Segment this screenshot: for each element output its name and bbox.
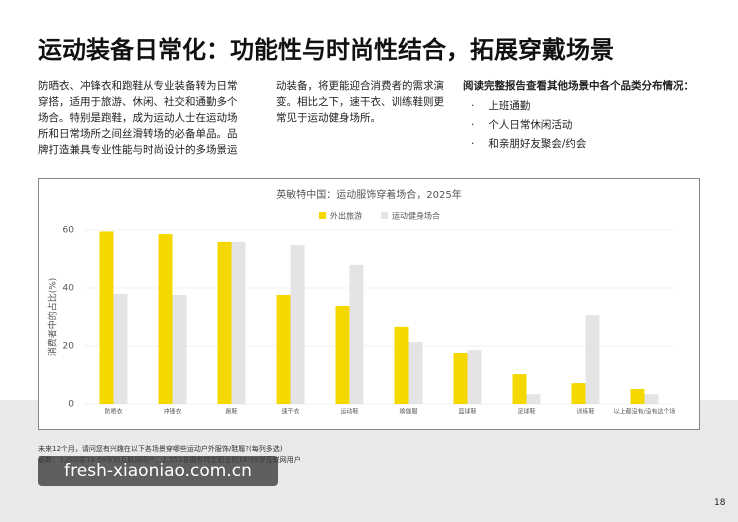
footnote-question: 未来12个月，请问您有兴趣在以下各场景穿哪些运动户外服饰/鞋履?(每列多选) bbox=[38, 445, 283, 453]
bar bbox=[158, 234, 173, 404]
page-title: 运动装备日常化：功能性与时尚性结合，拓展穿戴场景 bbox=[38, 36, 614, 64]
bar bbox=[512, 374, 527, 404]
list-item: 上班通勤 bbox=[471, 98, 713, 114]
x-tick-label: 防晒衣 bbox=[104, 408, 122, 416]
bar bbox=[113, 293, 128, 404]
bar bbox=[349, 264, 364, 404]
y-axis-label: 消费者中的占比(%) bbox=[47, 278, 59, 357]
bar bbox=[99, 231, 114, 404]
list-item: 和亲朋好友聚会/约会 bbox=[471, 136, 713, 152]
x-tick-label: 瑜伽服 bbox=[399, 408, 417, 416]
bar bbox=[290, 245, 305, 404]
page-number: 18 bbox=[714, 498, 726, 508]
x-tick-label: 训练鞋 bbox=[576, 408, 594, 416]
bar bbox=[231, 241, 246, 404]
list: 上班通勤 个人日常休闲活动 和亲朋好友聚会/约会 bbox=[463, 98, 713, 152]
legend-swatch bbox=[381, 212, 388, 219]
x-tick-label: 运动鞋 bbox=[340, 408, 358, 416]
y-tick-label: 60 bbox=[63, 226, 75, 236]
legend-label: 外出旅游 bbox=[330, 211, 362, 221]
y-tick-label: 20 bbox=[63, 342, 75, 352]
bar bbox=[453, 352, 468, 404]
y-tick-label: 0 bbox=[68, 400, 74, 410]
x-tick-label: 冲锋衣 bbox=[163, 408, 181, 416]
watermark: fresh-xiaoniao.com.cn bbox=[38, 456, 278, 486]
legend-swatch bbox=[319, 212, 326, 219]
bar bbox=[526, 394, 541, 404]
paragraph: 动装备，将更能迎合消费者的需求演变。相比之下，速干衣、训练鞋则更常见于运动健身场… bbox=[276, 80, 444, 124]
list-title: 阅读完整报告查看其他场景中各个品类分布情况： bbox=[463, 80, 694, 92]
bar bbox=[394, 326, 409, 404]
x-tick-label: 跑鞋 bbox=[225, 408, 237, 416]
bar bbox=[467, 350, 482, 404]
bar bbox=[630, 388, 645, 404]
bar bbox=[585, 314, 600, 404]
x-tick-label: 以上都没有/没有这个场 bbox=[613, 408, 675, 416]
y-tick-label: 40 bbox=[63, 284, 75, 294]
bar bbox=[571, 383, 586, 404]
list-item: 个人日常休闲活动 bbox=[471, 117, 713, 133]
x-tick-label: 速干衣 bbox=[281, 408, 299, 416]
bar bbox=[335, 305, 350, 404]
bar bbox=[408, 341, 423, 404]
bar bbox=[172, 294, 187, 404]
paragraph: 防晒衣、冲锋衣和跑鞋从专业装备转为日常穿搭，适用于旅游、休闲、社交和通勤多个场合… bbox=[38, 80, 238, 156]
list-block: 阅读完整报告查看其他场景中各个品类分布情况： 上班通勤 个人日常休闲活动 和亲朋… bbox=[463, 78, 713, 155]
legend-label: 运动健身场合 bbox=[392, 211, 440, 221]
bar bbox=[644, 394, 659, 404]
bar bbox=[276, 294, 291, 404]
x-tick-label: 篮球鞋 bbox=[458, 408, 476, 416]
chart: 英敏特中国：运动服饰穿着场合，2025年 消费者中的占比(%) 0 20 40 60 外… bbox=[38, 178, 700, 430]
bar bbox=[217, 241, 232, 404]
chart-title: 英敏特中国：运动服饰穿着场合，2025年 bbox=[276, 188, 461, 201]
x-tick-label: 足球鞋 bbox=[517, 408, 535, 416]
